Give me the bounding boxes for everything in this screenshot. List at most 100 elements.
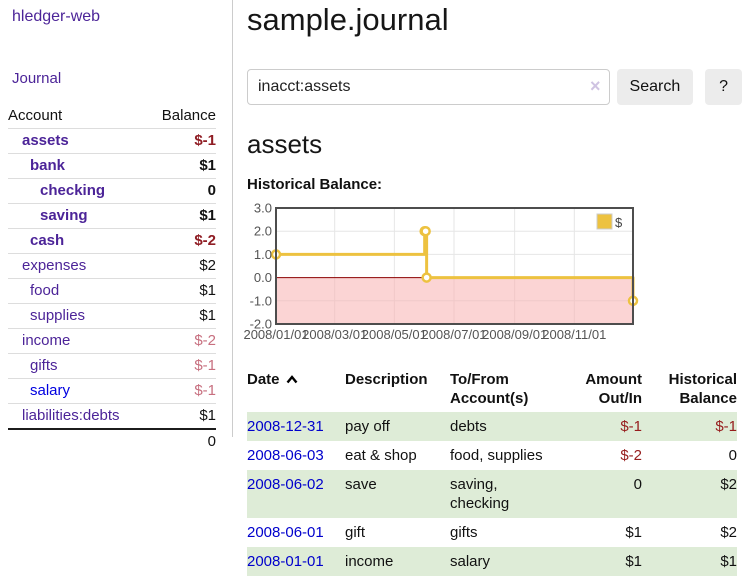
total-spacer bbox=[8, 428, 148, 454]
sidebar: hledger-web Journal Account Balance asse… bbox=[0, 0, 233, 454]
data-point-marker bbox=[421, 272, 432, 283]
account-balance: $-1 bbox=[147, 353, 216, 379]
description-column-header: Description bbox=[345, 371, 428, 388]
chart-heading: Historical Balance: bbox=[247, 176, 383, 193]
account-link-expenses[interactable]: expenses bbox=[22, 257, 87, 274]
transaction-balance: $-1 bbox=[715, 418, 737, 435]
clear-search-icon[interactable]: × bbox=[590, 76, 601, 96]
transaction-amount: 0 bbox=[633, 476, 642, 493]
historical-balance-chart: $3.0 2.0 1.0 0.0 -1.0 -2.02008/01/012008/03/0… bbox=[243, 201, 639, 342]
accounts-table-header: Account Balance bbox=[8, 104, 216, 129]
transaction-balance: $2 bbox=[720, 476, 737, 493]
sidebar-divider bbox=[232, 0, 233, 437]
y-tick-label: -1.0 bbox=[250, 293, 272, 308]
amount-column-header: Amount Out/In bbox=[585, 371, 642, 407]
account-balance: $2 bbox=[147, 253, 216, 279]
transaction-amount: $1 bbox=[625, 553, 642, 570]
account-link-gifts[interactable]: gifts bbox=[30, 357, 58, 374]
account-row: bank $1 bbox=[8, 153, 216, 179]
register-row: 2008-06-02 save saving, checking 0 $2 bbox=[247, 470, 737, 518]
account-balance: $-1 bbox=[147, 128, 216, 154]
transaction-description: gift bbox=[345, 524, 366, 541]
search-button[interactable]: Search bbox=[616, 69, 694, 105]
y-tick-label: 1.0 bbox=[254, 247, 272, 262]
transaction-date-link[interactable]: 2008-06-02 bbox=[247, 476, 324, 493]
legend-label: $ bbox=[615, 215, 623, 230]
legend-swatch bbox=[596, 213, 613, 230]
account-row: liabilities:debts $1 bbox=[8, 403, 216, 429]
y-tick-label: 2.0 bbox=[254, 224, 272, 239]
account-row: expenses $2 bbox=[8, 253, 216, 279]
register-table: Date Description To/From Account(s) Amou… bbox=[247, 366, 737, 576]
x-tick-label: 2008/11/01 bbox=[542, 327, 606, 342]
search-input-wrap: × bbox=[247, 69, 610, 105]
accounts-total-row: 0 bbox=[8, 428, 216, 454]
historical-balance-chart-container: $3.0 2.0 1.0 0.0 -1.0 -2.0 2008/01/01 2008/03/0… bbox=[243, 201, 742, 352]
transaction-balance: $1 bbox=[720, 553, 737, 570]
date-column-header[interactable]: Date bbox=[247, 366, 345, 412]
x-tick-label: 2008/07/01 bbox=[421, 327, 486, 342]
accounts-balance-table: Account Balance assets $-1 bank $1 checking 0… bbox=[8, 104, 216, 454]
main-content: sample.journal × Search ? assets Histori… bbox=[243, 0, 742, 576]
register-row: 2008-01-01 income salary $1 $1 bbox=[247, 547, 737, 576]
account-row: salary $-1 bbox=[8, 378, 216, 404]
transaction-accounts: gifts bbox=[450, 524, 478, 541]
transaction-accounts: salary bbox=[450, 553, 491, 570]
transaction-description: pay off bbox=[345, 418, 390, 435]
account-row: food $1 bbox=[8, 278, 216, 304]
transaction-description: save bbox=[345, 476, 377, 493]
sort-ascending-icon bbox=[286, 375, 297, 384]
sidebar-item-journal[interactable]: Journal bbox=[12, 70, 62, 87]
help-button[interactable]: ? bbox=[705, 69, 742, 105]
account-link-saving[interactable]: saving bbox=[40, 207, 88, 224]
transaction-accounts: saving, checking bbox=[450, 476, 510, 512]
account-link-food[interactable]: food bbox=[30, 282, 60, 299]
transaction-accounts: food, supplies bbox=[450, 447, 543, 464]
data-point-marker bbox=[420, 225, 431, 237]
account-balance: $1 bbox=[147, 203, 216, 229]
search-input[interactable] bbox=[247, 69, 610, 105]
account-row: income $-2 bbox=[8, 328, 216, 354]
register-header-row: Date Description To/From Account(s) Amou… bbox=[247, 366, 737, 412]
account-row: assets $-1 bbox=[8, 128, 216, 154]
transaction-accounts: debts bbox=[450, 418, 487, 435]
transaction-date-link[interactable]: 2008-01-01 bbox=[247, 553, 324, 570]
account-row: cash $-2 bbox=[8, 228, 216, 254]
account-link-assets[interactable]: assets bbox=[22, 132, 69, 149]
account-link-checking[interactable]: checking bbox=[40, 182, 106, 199]
account-balance: $-2 bbox=[147, 228, 216, 254]
transaction-date-link[interactable]: 2008-06-03 bbox=[247, 447, 324, 464]
account-link-income[interactable]: income bbox=[22, 332, 71, 349]
x-tick-label: 2008/05/01 bbox=[362, 327, 427, 342]
transaction-amount: $-1 bbox=[620, 418, 642, 435]
account-link-liabilities-debts[interactable]: liabilities:debts bbox=[22, 407, 120, 424]
account-balance: $1 bbox=[147, 303, 216, 329]
account-row: saving $1 bbox=[8, 203, 216, 229]
balance-column-header-register: Historical Balance bbox=[668, 371, 737, 407]
account-balance: $-1 bbox=[147, 378, 216, 404]
y-tick-label: 0.0 bbox=[254, 270, 272, 285]
account-balance: $1 bbox=[147, 153, 216, 179]
account-link-salary[interactable]: salary bbox=[30, 382, 71, 399]
transaction-amount: $1 bbox=[625, 524, 642, 541]
account-row: supplies $1 bbox=[8, 303, 216, 329]
app-title-link[interactable]: hledger-web bbox=[12, 8, 101, 25]
x-tick-label: 2008/03/01 bbox=[302, 327, 367, 342]
transaction-description: income bbox=[345, 553, 394, 570]
accounts-column-header: To/From Account(s) bbox=[450, 371, 529, 407]
account-link-supplies[interactable]: supplies bbox=[30, 307, 86, 324]
transaction-balance: $2 bbox=[720, 524, 737, 541]
account-balance: 0 bbox=[147, 178, 216, 204]
transaction-date-link[interactable]: 2008-12-31 bbox=[247, 418, 324, 435]
account-link-bank[interactable]: bank bbox=[30, 157, 66, 174]
account-balance: $1 bbox=[147, 278, 216, 304]
transaction-description: eat & shop bbox=[345, 447, 417, 464]
transaction-balance: 0 bbox=[728, 447, 737, 464]
account-balance: $-2 bbox=[147, 328, 216, 354]
transaction-date-link[interactable]: 2008-06-01 bbox=[247, 524, 324, 541]
register-row: 2008-06-03 eat & shop food, supplies $-2 0 bbox=[247, 441, 737, 470]
register-row: 2008-06-01 gift gifts $1 $2 bbox=[247, 518, 737, 547]
account-row: checking 0 bbox=[8, 178, 216, 204]
account-link-cash[interactable]: cash bbox=[30, 232, 65, 249]
